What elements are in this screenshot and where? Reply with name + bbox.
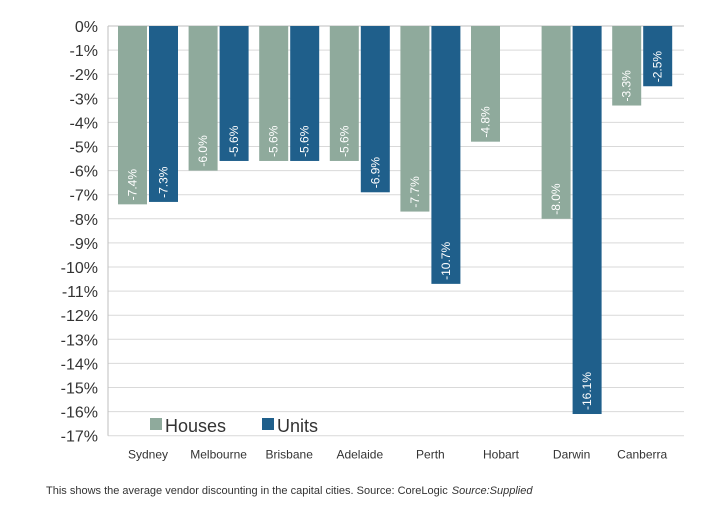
bar-houses-perth xyxy=(400,26,430,212)
legend-swatch-houses xyxy=(150,418,162,430)
y-tick-label: -11% xyxy=(62,284,98,301)
y-tick-label: -8% xyxy=(70,212,98,229)
data-label: -7.7% xyxy=(408,176,422,208)
data-label: -5.6% xyxy=(267,125,281,157)
legend-swatch-units xyxy=(262,418,274,430)
y-tick-label: -6% xyxy=(70,164,98,181)
bar-units-melbourne xyxy=(219,26,249,161)
y-tick-label: -9% xyxy=(70,236,98,253)
bars xyxy=(118,26,673,415)
y-tick-label: -7% xyxy=(70,188,98,205)
y-tick-label: -13% xyxy=(61,332,98,349)
y-axis-ticks: 0% -1% -2% -3% -4% -5% -6% -7% -8% -9% -10% -11% -12… xyxy=(61,19,98,446)
caption-text: This shows the average vendor discountin… xyxy=(46,485,448,497)
x-category-label: Sydney xyxy=(128,448,168,462)
data-label: -6.0% xyxy=(196,135,210,167)
bar-houses-canberra xyxy=(612,26,642,106)
y-tick-label: -1% xyxy=(70,43,98,60)
bar-houses-hobart xyxy=(471,26,500,142)
bar-houses-darwin xyxy=(541,26,571,219)
data-label: -16.1% xyxy=(580,372,594,410)
figure-caption: This shows the average vendor discountin… xyxy=(46,485,532,497)
y-tick-label: -10% xyxy=(61,260,98,277)
data-label: -3.3% xyxy=(620,70,634,102)
data-label: -8.0% xyxy=(549,183,563,215)
x-category-label: Darwin xyxy=(553,448,590,462)
y-tick-label: -17% xyxy=(61,429,98,446)
data-label: -5.6% xyxy=(298,125,312,157)
data-label: -7.4% xyxy=(126,169,140,201)
y-tick-label: -14% xyxy=(61,356,98,373)
x-category-label: Adelaide xyxy=(336,448,383,462)
y-tick-label: -16% xyxy=(61,405,98,422)
bar-houses-brisbane xyxy=(259,26,289,161)
data-label: -6.9% xyxy=(368,157,382,189)
y-tick-label: -12% xyxy=(61,308,98,325)
bar-houses-sydney xyxy=(118,26,147,205)
data-label: -2.5% xyxy=(651,51,665,83)
bar-units-perth xyxy=(431,26,461,284)
bar-units-sydney xyxy=(149,26,178,202)
bar-units-brisbane xyxy=(290,26,320,161)
x-category-label: Melbourne xyxy=(190,448,247,462)
data-label: -10.7% xyxy=(439,242,453,280)
bar-units-adelaide xyxy=(360,26,390,193)
y-tick-label: -3% xyxy=(70,91,98,108)
data-label: -5.6% xyxy=(227,125,241,157)
x-category-label: Hobart xyxy=(483,448,520,462)
data-label: -4.8% xyxy=(479,106,493,138)
y-tick-label: -2% xyxy=(70,67,98,84)
x-category-label: Canberra xyxy=(617,448,667,462)
x-axis-categories: Sydney Melbourne Brisbane Adelaide Perth Hoba… xyxy=(128,448,668,462)
y-tick-label: -15% xyxy=(61,381,98,398)
bar-houses-adelaide xyxy=(329,26,359,161)
legend-label-units: Units xyxy=(277,416,318,436)
data-labels: -7.4% -7.3% -6.0% -5.6% -5.6% -5.6% -5.6% -6.9%… xyxy=(126,51,665,410)
data-label: -5.6% xyxy=(337,125,351,157)
bar-chart: 0% -1% -2% -3% -4% -5% -6% -7% -8% -9% -10% -11% -12… xyxy=(61,19,684,462)
x-category-label: Perth xyxy=(416,448,445,462)
y-tick-label: -4% xyxy=(70,115,98,132)
bar-houses-melbourne xyxy=(188,26,218,171)
legend-label-houses: Houses xyxy=(165,416,226,436)
bar-units-canberra xyxy=(643,26,673,87)
y-tick-label: 0% xyxy=(75,19,98,36)
x-category-label: Brisbane xyxy=(266,448,314,462)
caption-source: Source:Supplied xyxy=(451,485,533,497)
data-label: -7.3% xyxy=(157,166,171,198)
legend: Houses Units xyxy=(150,416,318,436)
y-tick-label: -5% xyxy=(70,140,98,157)
bar-units-darwin xyxy=(572,26,602,415)
